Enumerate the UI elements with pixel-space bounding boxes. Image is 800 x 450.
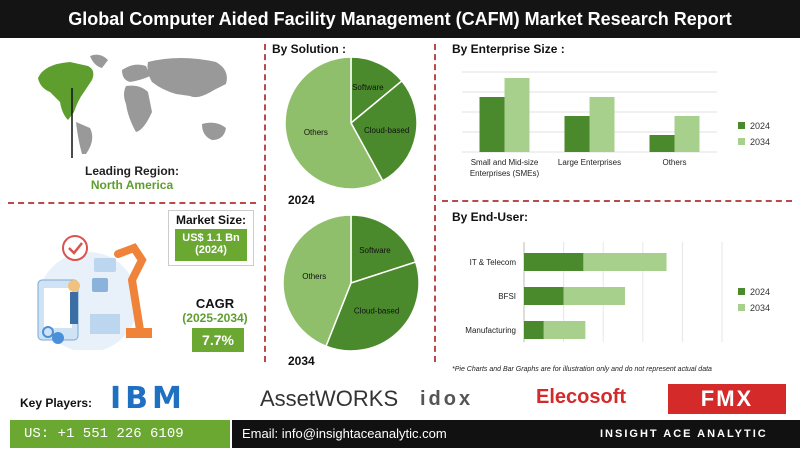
by-end-user-title: By End-User: bbox=[452, 210, 529, 224]
cagr-period: (2025-2034) bbox=[182, 311, 248, 325]
by-enterprise-size-title: By Enterprise Size : bbox=[452, 42, 565, 56]
pie-slice-others bbox=[282, 214, 352, 348]
pie-label: Software bbox=[352, 83, 384, 92]
fmx-logo: FMX bbox=[668, 384, 786, 414]
pie-label: Software bbox=[359, 246, 391, 255]
market-size-card: Market Size: US$ 1.1 Bn (2024) bbox=[168, 210, 254, 266]
legend-swatch bbox=[738, 288, 745, 295]
category-label: Manufacturing bbox=[465, 326, 516, 335]
page-title: Global Computer Aided Facility Managemen… bbox=[0, 0, 800, 38]
elecosoft-logo: Elecosoft bbox=[536, 386, 627, 408]
idox-logo: idox bbox=[420, 388, 474, 410]
pie-label: Others bbox=[302, 272, 326, 281]
market-size-value-box: US$ 1.1 Bn (2024) bbox=[175, 229, 247, 261]
cagr-value: 7.7% bbox=[192, 328, 244, 352]
enterprise-size-bar-chart: Small and Mid-size Enterprises (SMEs) Larg… bbox=[462, 71, 770, 178]
pie-slice-cloud-based bbox=[350, 79, 418, 182]
bar-2034 bbox=[583, 253, 667, 271]
pie-2034-year-label: 2034 bbox=[288, 354, 315, 368]
category-label: BFSI bbox=[498, 292, 516, 301]
divider-right-horizontal bbox=[442, 200, 792, 202]
phone-number: US: +1 551 226 6109 bbox=[10, 420, 230, 448]
pie-slice-software bbox=[350, 214, 417, 285]
category-label: IT & Telecom bbox=[470, 258, 517, 267]
pie-label: Cloud-based bbox=[354, 306, 399, 315]
ibm-logo: IBM bbox=[110, 381, 186, 416]
key-players-label: Key Players: bbox=[20, 396, 93, 410]
market-size-value: US$ 1.1 Bn bbox=[182, 232, 240, 244]
legend-swatch bbox=[738, 304, 745, 311]
legend-label: 2024 bbox=[750, 287, 770, 297]
brand-name: INSIGHT ACE ANALYTIC bbox=[570, 420, 800, 448]
legend-label: 2034 bbox=[750, 303, 770, 313]
bar-2034 bbox=[504, 78, 530, 152]
bar-2034 bbox=[563, 287, 625, 305]
legend-label: 2024 bbox=[750, 121, 770, 131]
bar-2024 bbox=[524, 321, 544, 339]
by-solution-title: By Solution : bbox=[272, 42, 346, 56]
bar-2024 bbox=[649, 135, 675, 152]
divider-left bbox=[264, 44, 266, 362]
bar-2024 bbox=[479, 97, 505, 152]
market-size-label: Market Size: bbox=[175, 213, 247, 227]
category-label: Others bbox=[662, 158, 686, 167]
pie-2024-year-label: 2024 bbox=[288, 193, 315, 207]
pie-chart-2024: Software Cloud-based Others bbox=[284, 56, 418, 190]
category-label: Enterprises (SMEs) bbox=[470, 169, 540, 178]
market-size-year: (2024) bbox=[195, 244, 227, 256]
pie-slice-others bbox=[284, 56, 384, 190]
email-address: Email: info@insightaceanalytic.com bbox=[232, 420, 570, 448]
legend-label: 2034 bbox=[750, 137, 770, 147]
leading-region-label: Leading Region: bbox=[85, 164, 179, 178]
assetworks-logo: AssetWORKS bbox=[260, 386, 399, 411]
bar-2024 bbox=[524, 253, 584, 271]
pie-label: Cloud-based bbox=[364, 126, 409, 135]
divider-left-horizontal bbox=[8, 202, 256, 204]
facility-management-illustration-icon bbox=[37, 235, 152, 350]
end-user-bar-chart: IT & Telecom BFSI Manufacturing 2024 2034 bbox=[465, 242, 770, 342]
pie-slice-software bbox=[350, 56, 403, 125]
bar-2034 bbox=[674, 116, 700, 152]
pie-slice-cloud-based bbox=[324, 261, 420, 352]
bar-2034 bbox=[589, 97, 615, 152]
legend-swatch bbox=[738, 138, 745, 145]
divider-right bbox=[434, 44, 436, 362]
legend-swatch bbox=[738, 122, 745, 129]
illustration-note: *Pie Charts and Bar Graphs are for illus… bbox=[452, 366, 712, 373]
pie-chart-2034: Software Cloud-based Others bbox=[282, 214, 420, 352]
bar-2034 bbox=[543, 321, 586, 339]
bar-2024 bbox=[564, 116, 590, 152]
category-label: Large Enterprises bbox=[558, 158, 621, 167]
world-map-icon bbox=[38, 54, 227, 158]
cagr-label: CAGR bbox=[195, 296, 235, 311]
leading-region-value: North America bbox=[90, 178, 174, 192]
bar-2024 bbox=[524, 287, 564, 305]
pie-label: Others bbox=[304, 128, 328, 137]
category-label: Small and Mid-size bbox=[471, 158, 539, 167]
